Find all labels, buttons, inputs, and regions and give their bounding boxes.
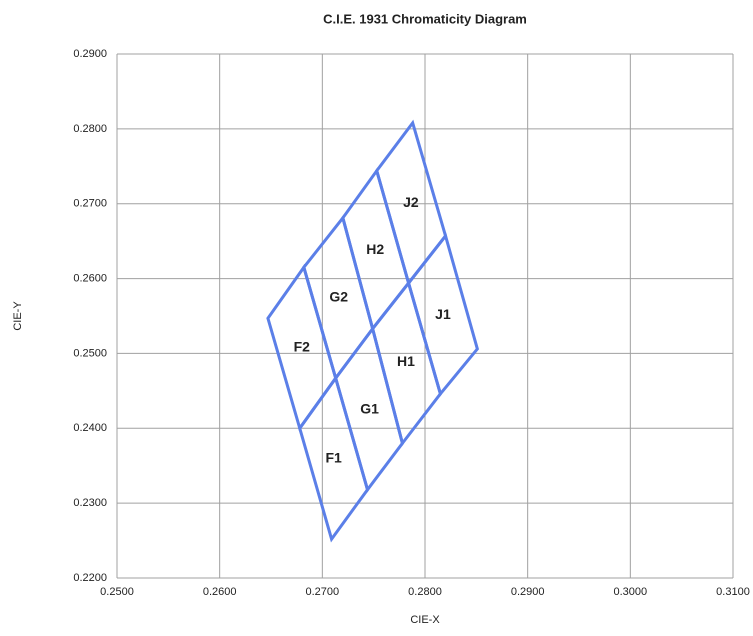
x-tick-label: 0.2500 [100, 586, 134, 598]
bin-label: J1 [435, 306, 451, 322]
y-axis-label: CIE-Y [12, 301, 24, 331]
x-axis-label: CIE-X [410, 614, 440, 626]
y-tick-label: 0.2300 [73, 497, 107, 509]
bin-label: G1 [360, 401, 379, 417]
bin-label: H2 [366, 241, 384, 257]
x-tick-label: 0.2800 [408, 586, 442, 598]
bin-label: G2 [329, 289, 348, 305]
bin-region [375, 119, 448, 287]
y-tick-label: 0.2800 [73, 123, 107, 135]
x-tick-label: 0.2700 [306, 586, 340, 598]
chart-title: C.I.E. 1931 Chromaticity Diagram [323, 11, 527, 26]
y-tick-label: 0.2200 [73, 572, 107, 584]
y-tick-label: 0.2500 [73, 347, 107, 359]
bin-label: J2 [403, 194, 419, 210]
bin-label: F1 [325, 449, 342, 465]
bin-label: H1 [397, 353, 415, 369]
x-tick-label: 0.3000 [614, 586, 648, 598]
y-tick-label: 0.2700 [73, 198, 107, 210]
bin-label: F2 [294, 339, 311, 355]
y-tick-label: 0.2600 [73, 272, 107, 284]
y-tick-label: 0.2900 [73, 48, 107, 60]
y-tick-label: 0.2400 [73, 422, 107, 434]
x-tick-label: 0.2900 [511, 586, 545, 598]
x-tick-label: 0.3100 [716, 586, 750, 598]
x-tick-label: 0.2600 [203, 586, 237, 598]
